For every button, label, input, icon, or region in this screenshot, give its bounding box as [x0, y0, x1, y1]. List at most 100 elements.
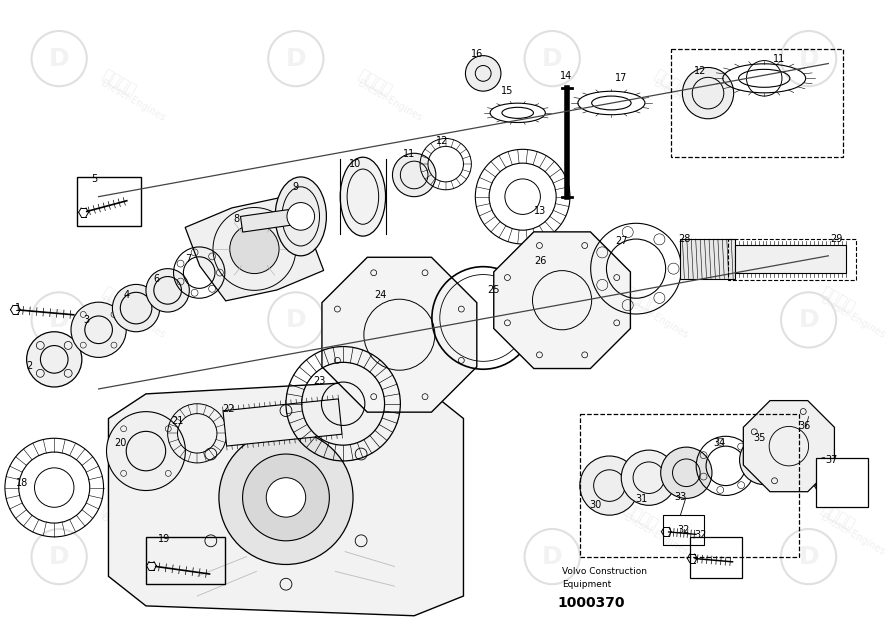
Text: 12: 12 [435, 136, 448, 147]
Text: Volvo Construction: Volvo Construction [562, 567, 647, 576]
Text: Diesel-Engines: Diesel-Engines [356, 513, 424, 557]
Circle shape [740, 435, 789, 484]
Text: 35: 35 [753, 433, 765, 443]
Bar [146, 537, 225, 584]
Ellipse shape [340, 157, 385, 236]
Text: 8: 8 [233, 214, 239, 225]
Text: Diesel-Engines: Diesel-Engines [356, 79, 424, 123]
Text: 1000370: 1000370 [557, 596, 625, 610]
Text: 紫发动力: 紫发动力 [819, 501, 858, 533]
Text: Diesel-Engines: Diesel-Engines [100, 79, 167, 123]
Text: Diesel-Engines: Diesel-Engines [100, 296, 167, 340]
Text: 紫发动力: 紫发动力 [819, 284, 858, 316]
Text: 33: 33 [675, 493, 686, 503]
Circle shape [621, 450, 676, 505]
Polygon shape [109, 379, 464, 616]
Text: 34: 34 [714, 438, 726, 448]
Polygon shape [185, 197, 324, 301]
Text: 紫发动力: 紫发动力 [99, 284, 138, 316]
Text: 11: 11 [773, 53, 785, 64]
Text: D: D [286, 47, 306, 70]
Text: Diesel-Engines: Diesel-Engines [819, 296, 886, 340]
Text: 20: 20 [114, 438, 126, 448]
Text: D: D [798, 47, 819, 70]
Text: 29: 29 [830, 234, 843, 244]
Text: 11: 11 [403, 149, 416, 159]
Text: Diesel-Engines: Diesel-Engines [651, 79, 719, 123]
Text: 紫发动力: 紫发动力 [355, 501, 394, 533]
Polygon shape [494, 232, 630, 369]
Text: 紫发动力: 紫发动力 [99, 501, 138, 533]
Circle shape [266, 477, 305, 517]
Text: D: D [286, 545, 306, 569]
Circle shape [107, 411, 185, 491]
Text: 紫发动力: 紫发动力 [651, 68, 690, 99]
Bar [663, 515, 704, 545]
Text: 36: 36 [798, 421, 811, 431]
Text: 37: 37 [825, 455, 837, 465]
Bar [77, 177, 141, 226]
Bar [728, 239, 856, 281]
Text: 6: 6 [154, 274, 160, 284]
Circle shape [683, 67, 733, 119]
Circle shape [112, 284, 159, 331]
Text: 28: 28 [678, 234, 691, 244]
Text: 12: 12 [694, 67, 707, 77]
Circle shape [392, 153, 436, 197]
Text: Diesel-Engines: Diesel-Engines [356, 296, 424, 340]
Circle shape [243, 454, 329, 541]
Text: Diesel-Engines: Diesel-Engines [100, 513, 167, 557]
Text: 13: 13 [534, 206, 546, 216]
Circle shape [146, 269, 190, 312]
Text: 27: 27 [615, 236, 627, 246]
Text: 紫发动力: 紫发动力 [621, 284, 660, 316]
Text: 19: 19 [158, 534, 170, 544]
Bar [670, 48, 843, 157]
Circle shape [230, 225, 279, 274]
Text: Equipment: Equipment [562, 580, 611, 589]
Polygon shape [322, 257, 477, 412]
Circle shape [71, 302, 126, 357]
Text: 32: 32 [677, 525, 690, 535]
Circle shape [465, 55, 501, 91]
Circle shape [579, 456, 639, 515]
Circle shape [27, 331, 82, 387]
Polygon shape [734, 245, 846, 272]
Text: 22: 22 [222, 404, 235, 414]
Bar [816, 458, 868, 507]
Ellipse shape [275, 177, 327, 256]
Text: D: D [542, 545, 562, 569]
Text: 18: 18 [15, 477, 28, 487]
Text: 32: 32 [694, 530, 707, 540]
Text: 7: 7 [185, 253, 191, 264]
Text: 14: 14 [560, 71, 572, 81]
Bar [691, 537, 741, 578]
Text: 紫发动力: 紫发动力 [621, 501, 660, 533]
Polygon shape [223, 399, 342, 446]
Text: D: D [542, 308, 562, 332]
Polygon shape [743, 401, 835, 492]
Text: 紫发动力: 紫发动力 [355, 284, 394, 316]
Text: 紫发动力: 紫发动力 [355, 68, 394, 99]
Text: 1: 1 [15, 303, 20, 313]
Text: Diesel-Engines: Diesel-Engines [622, 513, 690, 557]
Text: D: D [798, 308, 819, 332]
Text: D: D [49, 47, 69, 70]
Text: D: D [798, 545, 819, 569]
Text: Diesel-Engines: Diesel-Engines [819, 513, 886, 557]
Circle shape [660, 447, 712, 498]
Text: Diesel-Engines: Diesel-Engines [622, 296, 690, 340]
Text: 3: 3 [84, 315, 90, 325]
Text: D: D [49, 308, 69, 332]
Text: D: D [286, 308, 306, 332]
Text: D: D [542, 47, 562, 70]
Text: 25: 25 [487, 286, 499, 296]
Text: 30: 30 [589, 500, 602, 510]
Text: 21: 21 [171, 416, 183, 425]
Circle shape [219, 430, 353, 564]
Text: 紫发动力: 紫发动力 [99, 68, 138, 99]
Text: 5: 5 [92, 174, 98, 184]
Text: 23: 23 [313, 376, 326, 386]
Text: 10: 10 [349, 159, 361, 169]
Text: 4: 4 [123, 290, 129, 300]
